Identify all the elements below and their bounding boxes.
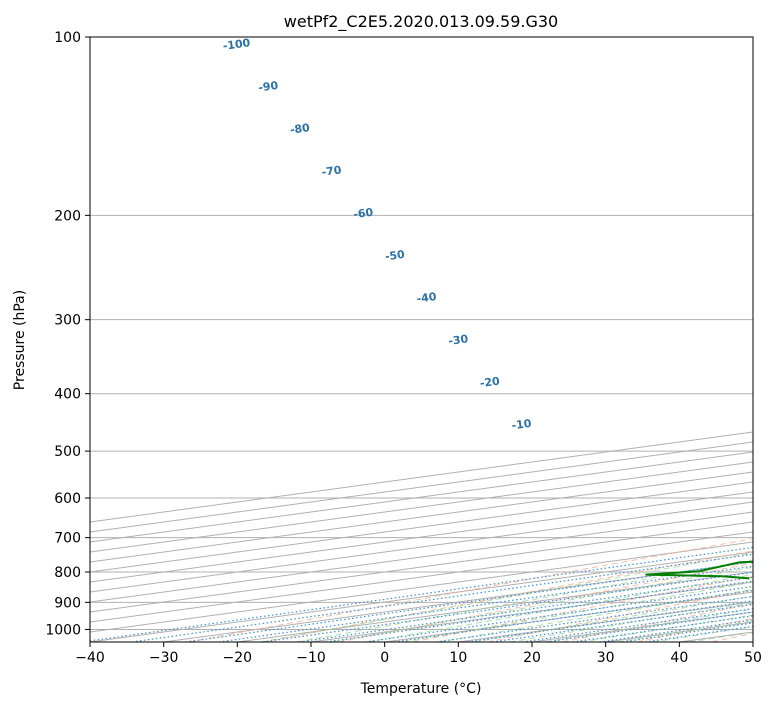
- dry-adiabat: [636, 617, 753, 642]
- moist-adiabat: [616, 620, 753, 642]
- y-tick-label: 400: [54, 387, 81, 403]
- dry-adiabat: [188, 538, 753, 642]
- dry-adiabat: [412, 575, 753, 642]
- y-tick-label: 500: [54, 444, 81, 460]
- y-tick-label: 1000: [45, 622, 81, 638]
- x-tick-label: 30: [597, 650, 615, 666]
- dry-adiabat-label: -100: [222, 36, 251, 53]
- moist-adiabat: [260, 552, 753, 642]
- x-tick-label: −20: [223, 650, 253, 666]
- mixing-ratio-line: [326, 580, 753, 642]
- y-axis-ticks: 100 200 300 400 500 600 700 800 900 1000: [45, 30, 90, 638]
- moist-adiabat: [652, 626, 753, 642]
- mixing-ratio-line: [394, 589, 753, 642]
- dewpoint-profile-line: [645, 560, 753, 580]
- profiles: [645, 560, 753, 580]
- y-axis-label: Pressure (hPa): [12, 290, 28, 390]
- isotherm-line: [90, 521, 753, 613]
- isotherm-line: [752, 641, 753, 642]
- isotherm-line: [384, 591, 753, 642]
- moist-adiabat: [403, 581, 753, 642]
- isotherm-line: [90, 481, 753, 573]
- x-axis-label: Temperature (°C): [360, 681, 482, 697]
- x-tick-label: 40: [670, 650, 688, 666]
- x-tick-label: 50: [744, 650, 762, 666]
- isotherm-line: [90, 471, 753, 563]
- chart-title: wetPf2_C2E5.2020.013.09.59.G30: [284, 12, 558, 32]
- isotherm-line: [90, 531, 753, 623]
- y-tick-label: 300: [54, 313, 81, 329]
- moist-adiabat: [438, 588, 753, 642]
- x-tick-label: −30: [149, 650, 179, 666]
- dry-adiabat-label: -90: [258, 79, 280, 95]
- y-tick-label: 900: [54, 595, 81, 611]
- dry-adiabat-label: -50: [384, 248, 406, 264]
- mixing-ratio-line: [365, 585, 753, 642]
- isotherm-line: [90, 501, 753, 593]
- mixing-ratio-line: [90, 546, 753, 642]
- background-lines: [90, 37, 753, 642]
- moist-adiabat: [689, 631, 753, 642]
- inline-labels: -100-90-80-70-60-50-40-30-20-10010203040…: [222, 36, 533, 433]
- dry-adiabat: [487, 589, 753, 642]
- x-axis-ticks: −40 −30 −20 −10 0 10 20 30 40 50: [75, 642, 762, 666]
- dry-adiabat-label: -10: [511, 417, 533, 433]
- isotherm-line: [90, 491, 753, 583]
- x-tick-label: −40: [75, 650, 105, 666]
- dry-adiabat: [338, 562, 753, 642]
- x-tick-label: −10: [296, 650, 326, 666]
- y-tick-label: 800: [54, 565, 81, 581]
- dry-adiabat-label: -20: [479, 375, 501, 391]
- y-tick-label: 600: [54, 491, 81, 507]
- y-tick-label: 200: [54, 208, 81, 224]
- isotherm-line: [90, 451, 753, 543]
- plot-frame: [89, 36, 754, 643]
- dry-adiabat: [263, 550, 753, 642]
- isotherm-line: [679, 631, 753, 642]
- mixing-ratio-line: [262, 571, 753, 642]
- isotherm-line: [90, 461, 753, 553]
- moist-adiabat: [473, 595, 753, 642]
- isotherm-line: [90, 541, 753, 633]
- isotherm-line: [90, 551, 753, 642]
- moist-adiabat: [544, 608, 753, 642]
- dry-adiabat-label: -30: [448, 332, 470, 348]
- isotherm-line: [310, 581, 753, 642]
- y-tick-label: 100: [54, 30, 81, 46]
- mixing-ratio-line: [299, 576, 753, 642]
- x-tick-label: 10: [449, 650, 467, 666]
- dry-adiabat: [562, 603, 753, 642]
- dry-adiabat-label: -60: [353, 206, 375, 222]
- isotherm-line: [531, 611, 753, 642]
- y-tick-label: 700: [54, 531, 81, 547]
- x-tick-label: 20: [523, 650, 541, 666]
- dry-adiabat-label: -80: [289, 121, 311, 137]
- isotherm-line: [90, 511, 753, 603]
- moist-adiabat: [332, 566, 753, 642]
- dry-adiabat-label: -40: [416, 290, 438, 306]
- dry-adiabat: [711, 632, 753, 642]
- moist-adiabat: [509, 602, 753, 642]
- moist-adiabat: [367, 574, 753, 642]
- x-tick-label: 0: [380, 650, 389, 666]
- dry-adiabat-label: -70: [321, 163, 343, 179]
